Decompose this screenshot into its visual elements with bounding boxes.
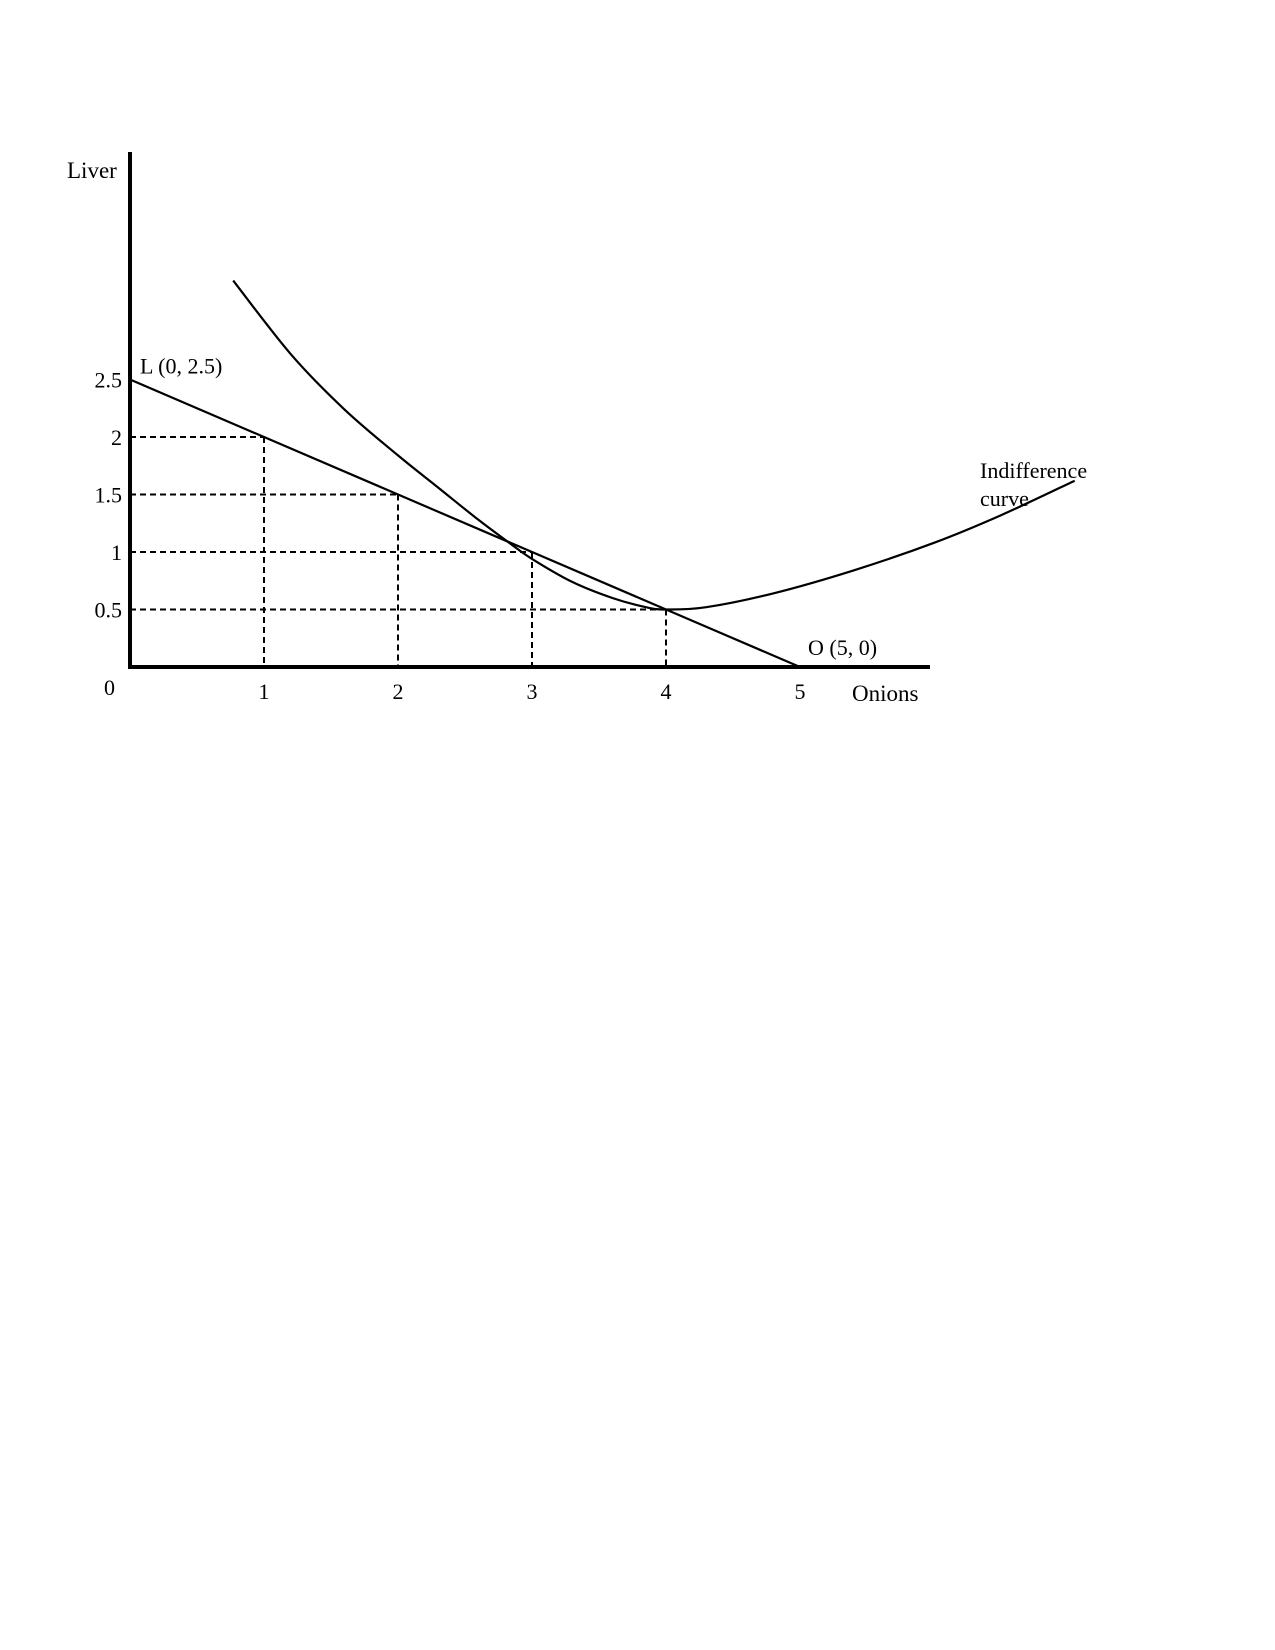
y-axis-label: Liver bbox=[67, 158, 117, 183]
indifference-curve-label-line-1: Indifference bbox=[980, 458, 1087, 483]
x-tick-label: 3 bbox=[527, 679, 538, 704]
x-tick-label: 2 bbox=[393, 679, 404, 704]
chart-axes bbox=[128, 152, 930, 669]
budget-line-intercept-label-onions: O (5, 0) bbox=[808, 635, 877, 660]
indifference-curve bbox=[232, 279, 1076, 611]
origin-label: 0 bbox=[104, 675, 115, 700]
x-axis-label: Onions bbox=[852, 681, 919, 706]
y-tick-label: 0.5 bbox=[95, 598, 123, 623]
y-tick-label: 2.5 bbox=[95, 368, 123, 393]
guide-lines bbox=[130, 436, 667, 667]
chart-series bbox=[129, 279, 1076, 669]
budget-line bbox=[129, 378, 801, 669]
y-tick-label: 1.5 bbox=[95, 483, 123, 508]
y-tick-label: 2 bbox=[111, 425, 122, 450]
indifference-curve-label-line-2: curve bbox=[980, 486, 1029, 511]
y-tick-label: 1 bbox=[111, 540, 122, 565]
x-tick-label: 5 bbox=[795, 679, 806, 704]
tick-labels: 1 2 3 4 5 0.5 1 1.5 2 2.5 bbox=[95, 368, 806, 705]
x-tick-label: 1 bbox=[259, 679, 270, 704]
budget-line-intercept-label-liver: L (0, 2.5) bbox=[140, 354, 222, 379]
x-tick-label: 4 bbox=[661, 679, 672, 704]
